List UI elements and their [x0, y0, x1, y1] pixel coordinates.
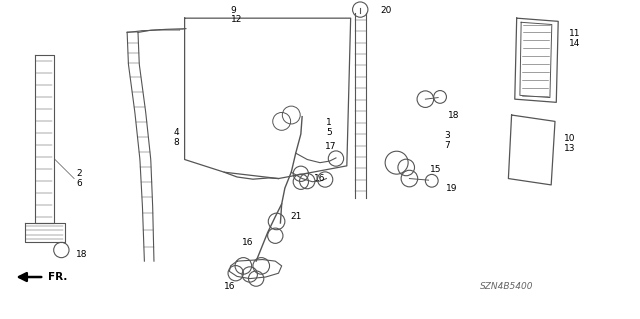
Text: 3
7: 3 7: [445, 131, 451, 150]
Text: 18: 18: [76, 250, 88, 259]
Text: 15: 15: [430, 165, 442, 174]
Text: 10
13: 10 13: [564, 134, 575, 153]
Text: 11
14: 11 14: [569, 29, 580, 48]
Text: 2
6: 2 6: [76, 169, 82, 188]
Text: 1
5: 1 5: [326, 118, 332, 137]
Text: 20: 20: [381, 6, 392, 15]
Text: 18: 18: [448, 111, 460, 120]
Text: 9
12: 9 12: [230, 6, 242, 24]
Text: 17: 17: [325, 142, 337, 151]
Text: 4
8: 4 8: [173, 128, 179, 147]
Text: 21: 21: [291, 212, 302, 221]
Text: 16: 16: [224, 282, 236, 291]
Text: 19: 19: [447, 184, 458, 193]
Text: 16: 16: [314, 174, 325, 183]
Text: SZN4B5400: SZN4B5400: [479, 282, 533, 291]
Text: FR.: FR.: [48, 272, 67, 282]
Text: 16: 16: [242, 238, 253, 247]
